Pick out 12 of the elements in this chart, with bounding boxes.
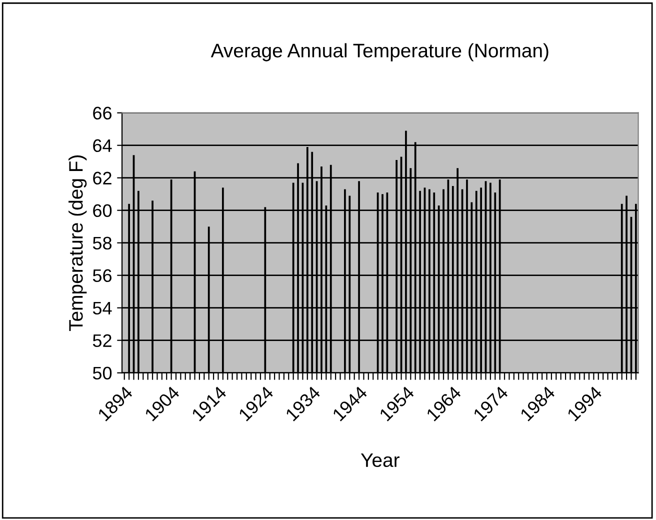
y-tick-label: 52 xyxy=(92,334,112,348)
y-tick-label: 60 xyxy=(93,204,112,218)
y-axis-title: Temperature (deg F) xyxy=(68,155,87,332)
y-tick-label: 66 xyxy=(93,106,112,120)
y-tick-label: 58 xyxy=(92,236,112,250)
y-tick-label: 54 xyxy=(92,302,112,315)
y-tick-label: 64 xyxy=(93,139,112,152)
y-tick-label: 62 xyxy=(93,172,112,185)
y-tick-label: 50 xyxy=(92,366,112,380)
x-axis-title: Year xyxy=(360,453,400,468)
y-tick-label: 56 xyxy=(92,269,112,282)
chart-title: Average Annual Temperature (Norman) xyxy=(210,43,548,62)
